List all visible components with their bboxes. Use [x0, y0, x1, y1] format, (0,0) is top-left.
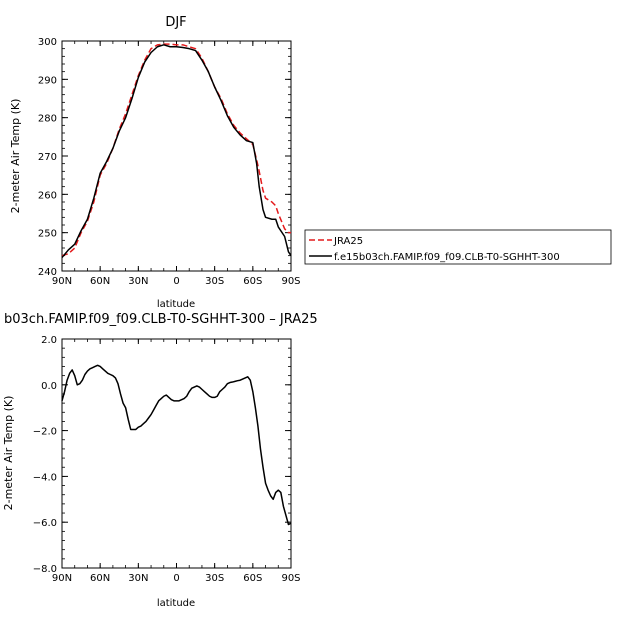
top-plot-area	[61, 43, 292, 259]
legend-label-model: f.e15b03ch.FAMIP.f09_f09.CLB-T0-SGHHT-30…	[334, 252, 560, 263]
legend-box	[304, 229, 612, 265]
bottom-panel: b03ch.FAMIP.f09_f09.CLB-T0-SGHHT-300 – J…	[2, 312, 318, 609]
bottom-chart-title: b03ch.FAMIP.f09_f09.CLB-T0-SGHHT-300 – J…	[4, 312, 318, 327]
bottom-x-tick-label: 90S	[281, 573, 300, 584]
bottom-y-tick-label: −2.0	[33, 427, 57, 438]
top-x-tick-label: 30N	[128, 276, 148, 287]
bottom-y-tick-label: 2.0	[41, 335, 57, 346]
top-panel: DJF 90N 60N 30N 0 30S 60S 90S 240 250 260 270 280 29…	[9, 15, 612, 310]
legend: JRA25 f.e15b03ch.FAMIP.f09_f09.CLB-T0-SG…	[304, 229, 612, 265]
top-y-tick-label: 260	[38, 190, 57, 201]
top-series-line-1	[61, 44, 292, 259]
bottom-x-tick-label: 90N	[52, 573, 72, 584]
bottom-plot-area	[61, 364, 292, 526]
bottom-x-tick-label: 30S	[205, 573, 224, 584]
top-x-tick-label: 0	[173, 276, 179, 287]
top-axes: 90N 60N 30N 0 30S 60S 90S 240 250 260 270 280 290 300	[38, 37, 301, 287]
top-x-tick-label: 90N	[52, 276, 72, 287]
bottom-y-axis-label: 2-meter Air Temp (K)	[2, 396, 15, 511]
top-y-tick-label: 270	[38, 152, 57, 163]
top-x-tick-label: 60S	[243, 276, 262, 287]
top-series-line-0	[61, 43, 291, 257]
top-x-tick-label: 60N	[90, 276, 110, 287]
bottom-x-tick-label: 30N	[128, 573, 148, 584]
top-plot-frame	[61, 40, 292, 272]
top-x-axis-label: latitude	[157, 299, 195, 310]
bottom-x-tick-label: 0	[173, 573, 179, 584]
bottom-axes: 90N 60N 30N 0 30S 60S 90S −8.0 −6.0 −4.0 −2.0 0.0 2.…	[33, 335, 301, 584]
top-y-tick-label: 280	[38, 114, 57, 125]
top-y-tick-label: 250	[38, 229, 57, 240]
top-y-tick-label: 290	[38, 75, 57, 86]
top-x-tick-label: 30S	[205, 276, 224, 287]
bottom-x-axis-label: latitude	[157, 598, 195, 609]
bottom-y-tick-label: −8.0	[33, 564, 57, 575]
top-x-tick-label: 90S	[281, 276, 300, 287]
bottom-y-tick-label: 0.0	[41, 381, 57, 392]
bottom-y-tick-label: −4.0	[33, 472, 57, 483]
bottom-y-tick-label: −6.0	[33, 518, 57, 529]
bottom-series-line-0	[61, 364, 292, 526]
top-y-tick-label: 240	[38, 267, 57, 278]
top-y-tick-label: 300	[38, 37, 57, 48]
top-chart-title: DJF	[165, 15, 186, 30]
bottom-x-tick-label: 60N	[90, 573, 110, 584]
bottom-plot-frame	[61, 338, 292, 569]
legend-label-jra25: JRA25	[333, 236, 363, 247]
bottom-x-tick-label: 60S	[243, 573, 262, 584]
top-y-axis-label: 2-meter Air Temp (K)	[9, 99, 22, 214]
